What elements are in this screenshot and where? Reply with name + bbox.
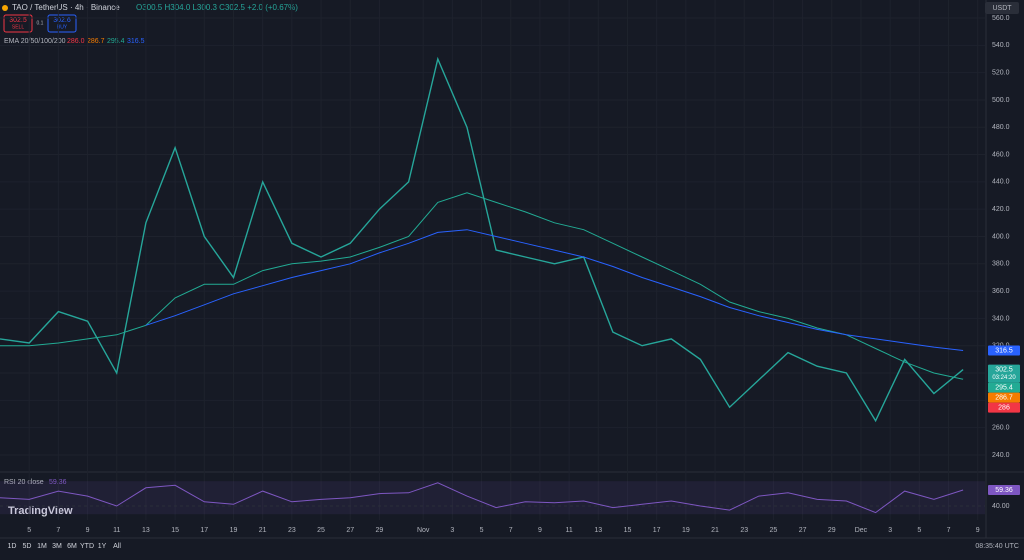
range-button[interactable]: 6M: [67, 543, 77, 550]
y-tick-label: 480.0: [992, 124, 1010, 131]
x-tick-label: 3: [450, 527, 454, 534]
ema-line: [0, 192, 964, 380]
x-tick-label: 19: [230, 527, 238, 534]
x-tick-label: 13: [594, 527, 602, 534]
symbol-icon: [2, 5, 8, 11]
x-tick-label: 7: [509, 527, 513, 534]
y-tick-label: 340.0: [992, 315, 1010, 322]
range-button[interactable]: 1M: [37, 543, 47, 550]
range-button[interactable]: 5D: [23, 543, 32, 550]
range-button[interactable]: 1D: [8, 543, 17, 550]
sell-price[interactable]: 302.5: [9, 17, 27, 24]
currency[interactable]: USDT: [992, 5, 1012, 12]
y-tick-label: 560.0: [992, 15, 1010, 22]
logo: TradingView: [8, 505, 73, 517]
sell-button[interactable]: [3, 14, 33, 33]
x-tick-label: 7: [56, 527, 60, 534]
x-tick-label: 13: [142, 527, 150, 534]
rsi-tick-label: 40.00: [992, 503, 1010, 510]
range-button[interactable]: 1Y: [98, 543, 107, 550]
price-label: 302.5: [995, 366, 1013, 373]
x-tick-label: 17: [653, 527, 661, 534]
buy-label[interactable]: BUY: [57, 24, 68, 30]
x-tick-label: 25: [317, 527, 325, 534]
buy-button[interactable]: [47, 14, 77, 33]
rsi-band: [0, 481, 985, 515]
x-tick-label: 21: [259, 527, 267, 534]
y-tick-label: 460.0: [992, 151, 1010, 158]
x-tick-label: Dec: [855, 527, 868, 534]
range-button[interactable]: YTD: [80, 543, 94, 550]
x-tick-label: 21: [711, 527, 719, 534]
ema-value: 286.7: [87, 38, 105, 45]
y-tick-label: 400.0: [992, 233, 1010, 240]
ema-line: [145, 229, 964, 351]
x-tick-label: 11: [565, 527, 572, 534]
y-tick-label: 520.0: [992, 69, 1010, 76]
buy-price[interactable]: 302.6: [53, 17, 71, 24]
range-button[interactable]: All: [113, 543, 121, 550]
price-label: 286.7: [995, 394, 1013, 401]
rsi-last-box: [988, 484, 1020, 495]
y-tick-label: 360.0: [992, 288, 1010, 295]
y-tick-label: 260.0: [992, 425, 1010, 432]
rsi-value: 59.36: [49, 479, 67, 486]
currency-box[interactable]: [985, 2, 1019, 14]
x-tick-label: 27: [799, 527, 807, 534]
y-tick-label: 500.0: [992, 97, 1010, 104]
symbol: TAO / TetherUS · 4h · Binance: [12, 3, 120, 12]
price-label-box: [988, 382, 1020, 393]
price-label-box: [988, 364, 1020, 383]
x-tick-label: 15: [171, 527, 179, 534]
x-tick-label: 29: [376, 527, 384, 534]
spread: 0.1: [37, 20, 44, 26]
x-tick-label: 9: [538, 527, 542, 534]
ema-value: 286.0: [67, 38, 85, 45]
price-label: 295.4: [995, 384, 1013, 391]
y-tick-label: 240.0: [992, 452, 1010, 459]
rsi-label: RSI 20 close: [4, 479, 44, 486]
x-tick-label: 9: [86, 527, 90, 534]
sell-label[interactable]: SELL: [12, 24, 24, 30]
clock: 08:35:40 UTC: [975, 543, 1019, 550]
x-tick-label: 23: [740, 527, 748, 534]
price-label-box: [988, 345, 1020, 356]
x-tick-label: 7: [947, 527, 951, 534]
x-tick-label: 29: [828, 527, 836, 534]
rsi-line: [0, 482, 964, 514]
price-label-box: [988, 392, 1020, 403]
ohlc: O300.5 H304.0 L300.3 C302.5 +2.0 (+0.67%…: [136, 3, 298, 12]
x-tick-label: 25: [770, 527, 778, 534]
y-tick-label: 380.0: [992, 261, 1010, 268]
x-tick-label: 19: [682, 527, 690, 534]
x-tick-label: 23: [288, 527, 296, 534]
y-tick-label: 440.0: [992, 179, 1010, 186]
price-label: 286: [998, 404, 1010, 411]
rsi-last-label: 59.36: [995, 487, 1013, 494]
ema-value: 295.4: [107, 38, 125, 45]
ema-value: 316.5: [127, 38, 145, 45]
x-tick-label: Nov: [417, 527, 430, 534]
x-tick-label: 17: [200, 527, 208, 534]
range-button[interactable]: 3M: [52, 543, 62, 550]
ema-label: EMA 20/50/100/200: [4, 38, 66, 45]
y-tick-label: 420.0: [992, 206, 1010, 213]
countdown: 03:24:20: [992, 375, 1016, 381]
x-tick-label: 15: [624, 527, 632, 534]
x-tick-label: 11: [113, 527, 120, 534]
price-line: [0, 56, 964, 423]
x-tick-label: 5: [27, 527, 31, 534]
x-tick-label: 9: [976, 527, 980, 534]
x-tick-label: 5: [480, 527, 484, 534]
price-label: 316.5: [995, 347, 1013, 354]
x-tick-label: 3: [888, 527, 892, 534]
x-tick-label: 5: [917, 527, 921, 534]
x-tick-label: 27: [346, 527, 354, 534]
price-label-box: [988, 402, 1020, 413]
y-tick-label: 540.0: [992, 42, 1010, 49]
